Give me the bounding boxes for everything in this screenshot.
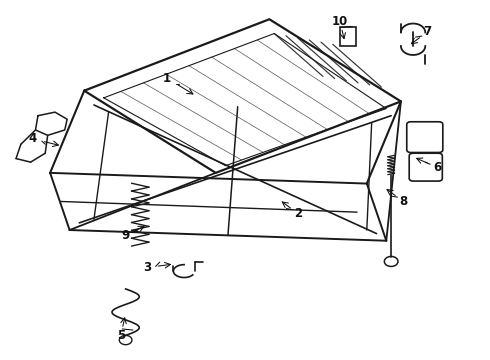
FancyBboxPatch shape [407,122,443,153]
Text: 3: 3 [144,261,151,274]
FancyBboxPatch shape [409,153,442,181]
Text: 8: 8 [399,195,408,208]
Text: 9: 9 [122,229,130,242]
Text: 10: 10 [332,14,348,27]
FancyBboxPatch shape [340,27,356,46]
Text: 1: 1 [163,72,171,85]
Text: 5: 5 [117,329,125,342]
Text: 6: 6 [433,161,441,174]
Text: 7: 7 [424,25,432,38]
Text: 4: 4 [29,132,37,145]
Text: 2: 2 [294,207,303,220]
